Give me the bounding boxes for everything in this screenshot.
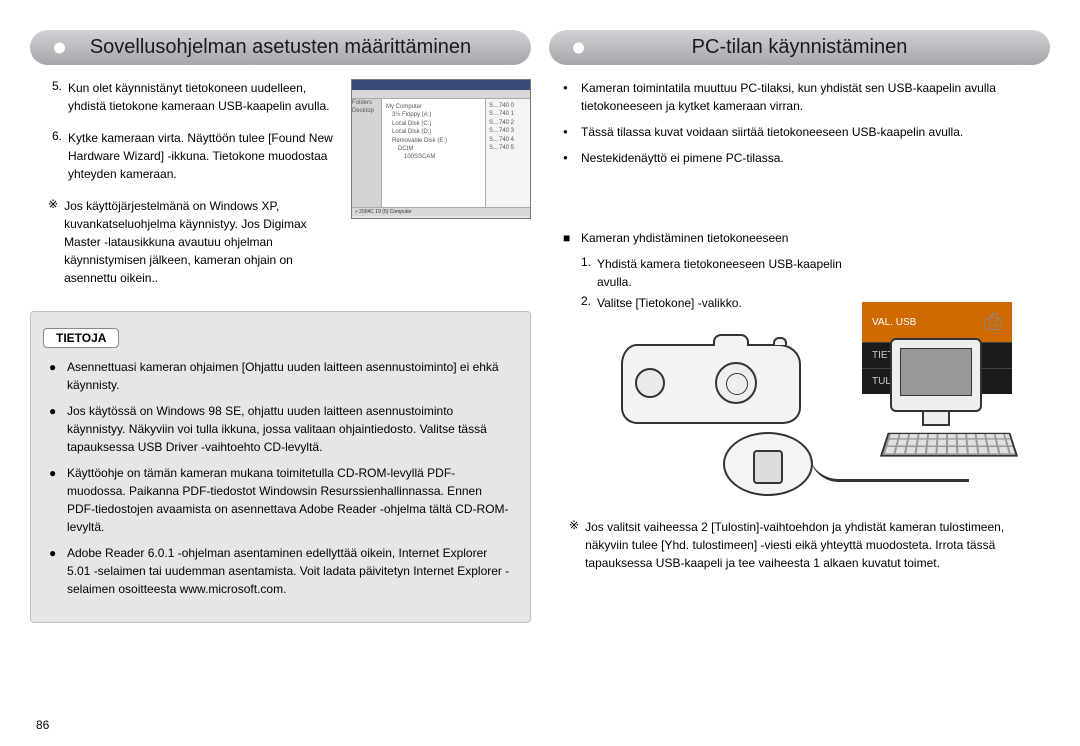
usb-icon: ⎙ (984, 309, 1002, 335)
connection-diagram (563, 338, 1044, 508)
right-asterisk-note: Jos valitsit vaiheessa 2 [Tulostin]-vaih… (563, 518, 1044, 572)
connect-step-2: 2. Valitse [Tietokone] -valikko. (577, 294, 877, 312)
step-5: 5. Kun olet käynnistänyt tietokoneen uud… (48, 79, 333, 115)
usb-port-detail (723, 432, 813, 496)
top-bullet: Kameran toimintatila muuttuu PC-tilaksi,… (563, 79, 1044, 115)
left-asterisk-note: Jos käyttöjärjestelmänä on Windows XP, k… (48, 197, 333, 287)
step-6: 6. Kytke kameraan virta. Näyttöön tulee … (48, 129, 333, 183)
right-header: PC-tilan käynnistäminen (549, 30, 1050, 65)
left-header: Sovellusohjelman asetusten määrittäminen (30, 30, 531, 65)
info-bullet: Asennettuasi kameran ohjaimen [Ohjattu u… (49, 358, 512, 394)
explorer-screenshot: Folders Desktop My Computer 3½ Floppy (A… (351, 79, 531, 219)
camera-illustration (621, 344, 801, 424)
left-steps-block: 5. Kun olet käynnistänyt tietokoneen uud… (30, 79, 531, 287)
left-column: Sovellusohjelman asetusten määrittäminen… (30, 30, 531, 736)
top-bullet: Tässä tilassa kuvat voidaan siirtää tiet… (563, 123, 1044, 141)
top-bullet: Nestekidenäyttö ei pimene PC-tilassa. (563, 149, 1044, 167)
info-box: TIETOJA Asennettuasi kameran ohjaimen [O… (30, 311, 531, 623)
right-column: PC-tilan käynnistäminen Kameran toiminta… (549, 30, 1050, 736)
info-bullet: Käyttöohje on tämän kameran mukana toimi… (49, 464, 512, 536)
monitor-illustration (890, 338, 982, 412)
connect-title: Kameran yhdistäminen tietokoneeseen (563, 229, 863, 247)
usb-menu-title: VAL. USB ⎙ (862, 302, 1012, 343)
info-bullet: Adobe Reader 6.0.1 -ohjelman asentaminen… (49, 544, 512, 598)
info-tab: TIETOJA (43, 328, 119, 348)
info-bullet: Jos käytössä on Windows 98 SE, ohjattu u… (49, 402, 512, 456)
keyboard-illustration (880, 433, 1018, 457)
connect-step-1: 1. Yhdistä kamera tietokoneeseen USB-kaa… (577, 255, 877, 291)
page-number: 86 (36, 718, 49, 732)
